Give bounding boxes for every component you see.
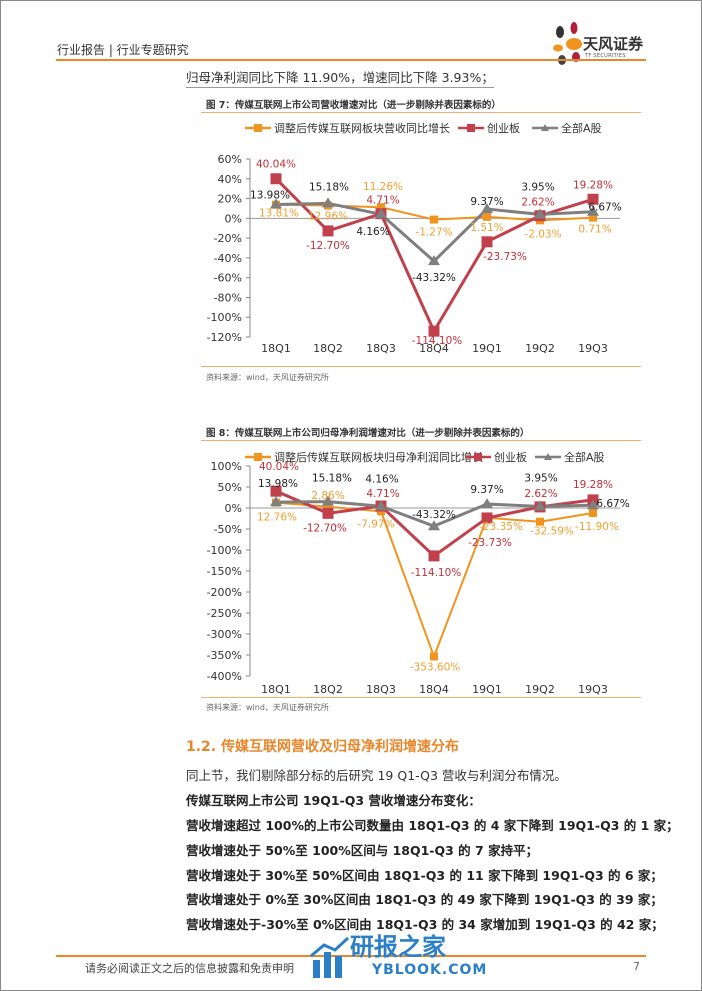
- footer-divider: [56, 955, 646, 957]
- logo-subtitle: TF SECURITIES: [585, 53, 626, 59]
- chart7-title-rule: [201, 112, 641, 113]
- watermark-subtext: YBLOOK.COM: [372, 962, 488, 978]
- chart8-bottom-rule: [201, 697, 641, 698]
- chart8-title-rule: [201, 440, 641, 441]
- footer-disclaimer: 请务必阅读正文之后的信息披露和免责申明: [85, 962, 294, 975]
- chart8-source: 资料来源：wind，天风证券研究所: [206, 703, 329, 712]
- list-item: 营收增速超过 100%的上市公司数量由 18Q1-Q3 的 4 家下降到 19Q…: [186, 818, 679, 833]
- section-subheading: 传媒互联网上市公司 19Q1-Q3 营收增速分布变化：: [186, 793, 481, 808]
- section-intro: 同上节，我们剔除部分标的后研究 19 Q1-Q3 营收与利润分布情况。: [186, 768, 567, 783]
- list-item: 营收增速处于-30%至 0%区间由 18Q1-Q3 的 34 家增加到 19Q1…: [186, 917, 664, 932]
- list-item: 营收增速处于 30%至 50%区间由 18Q1-Q3 的 11 家下降到 19Q…: [186, 868, 663, 883]
- chart7-source: 资料来源：wind，天风证券研究所: [206, 373, 329, 382]
- lead-sentence: 归母净利润同比下降 11.90%，增速同比下降 3.93%；: [186, 67, 494, 88]
- chart8-title: 图 8：传媒互联网上市公司归母净利润增速对比（进一步剔除并表因素标的）: [206, 428, 530, 439]
- section-heading: 1.2. 传媒互联网营收及归母净利润增速分布: [186, 739, 459, 755]
- breadcrumb: 行业报告 | 行业专题研究: [57, 43, 189, 57]
- list-item: 营收增速处于 0%至 30%区间由 18Q1-Q3 的 49 家下降到 19Q1…: [186, 892, 663, 907]
- chart7-title: 图 7：传媒互联网上市公司营收增速对比（进一步剔除并表因素标的）: [206, 100, 501, 111]
- chart7-bottom-rule: [201, 366, 641, 367]
- logo-text: 天风证券: [583, 35, 644, 53]
- list-item: 营收增速处于 50%至 100%区间与 18Q1-Q3 的 7 家持平；: [186, 843, 539, 858]
- header-divider: [56, 59, 646, 61]
- watermark-chart-icon: [310, 936, 350, 978]
- watermark-text: 研报之家: [350, 933, 446, 961]
- page-number: 7: [633, 960, 640, 973]
